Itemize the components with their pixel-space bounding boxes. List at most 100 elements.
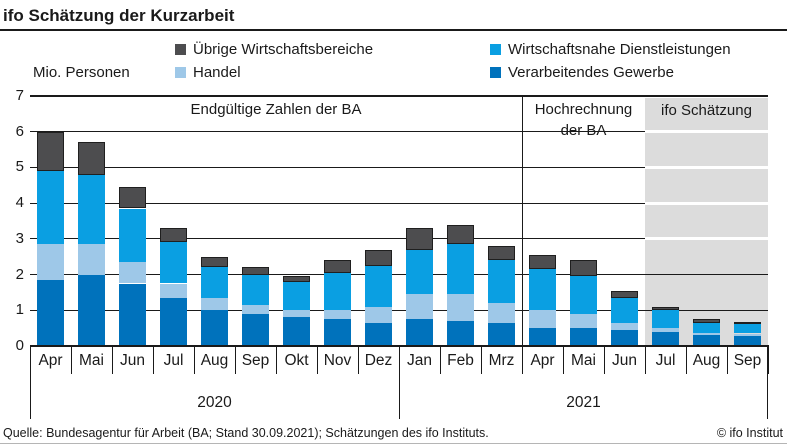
bar-segment-verarbeitendes-gewerbe: [78, 274, 105, 346]
bar-segment-verarbeitendes-gewerbe: [160, 297, 187, 346]
legend-swatch-handel: [175, 66, 186, 78]
shaded-band-gridline-gap: [645, 201, 768, 205]
y-axis-tick-label: 4: [15, 194, 24, 212]
month-tick: [111, 346, 113, 374]
bar-segment-handel: [78, 244, 105, 275]
bar-segment-handel: [488, 303, 515, 323]
x-axis-month-label: Mai: [79, 352, 104, 369]
bar-segment--brige-wirtschaftsbereiche: [529, 254, 556, 270]
legend-label: Wirtschaftsnahe Dienstleistungen: [508, 40, 731, 58]
x-axis-month-label: Feb: [447, 352, 474, 369]
bar-segment-wirtschaftsnahe-dienstleistungen: [365, 265, 392, 307]
legend-swatch-gewerbe: [490, 66, 501, 78]
bar-segment-verarbeitendes-gewerbe: [570, 328, 597, 346]
bar-segment--brige-wirtschaftsbereiche: [488, 246, 515, 261]
y-axis-tick-label: 0: [15, 337, 24, 354]
legend-swatch-dienstleistungen: [490, 43, 501, 55]
bar-segment-wirtschaftsnahe-dienstleistungen: [406, 249, 433, 295]
month-tick: [439, 346, 441, 374]
x-axis-month-label: Mrz: [488, 352, 515, 369]
bar-segment-wirtschaftsnahe-dienstleistungen: [283, 281, 310, 311]
bar-segment--brige-wirtschaftsbereiche: [693, 319, 720, 323]
x-axis-month-label: Aug: [692, 352, 721, 369]
bar-segment-wirtschaftsnahe-dienstleistungen: [37, 171, 64, 245]
x-axis-month-label: Jun: [120, 352, 145, 369]
month-tick: [152, 346, 154, 374]
x-axis-month-label: Nov: [323, 352, 352, 369]
bar-segment--brige-wirtschaftsbereiche: [37, 131, 64, 171]
bar-segment-wirtschaftsnahe-dienstleistungen: [160, 242, 187, 284]
bar-segment-wirtschaftsnahe-dienstleistungen: [78, 174, 105, 245]
bar-segment-verarbeitendes-gewerbe: [365, 322, 392, 346]
x-axis-baseline: [30, 345, 769, 347]
bar-segment-handel: [447, 294, 474, 321]
y-axis-tick-label: 3: [15, 229, 24, 247]
month-tick: [234, 346, 236, 374]
bar-segment--brige-wirtschaftsbereiche: [283, 276, 310, 282]
bar-segment-handel: [734, 333, 761, 336]
year-tick: [767, 346, 768, 419]
bar-segment-verarbeitendes-gewerbe: [529, 328, 556, 346]
month-tick: [685, 346, 687, 374]
month-tick: [70, 346, 72, 374]
y-axis-unit-label: Mio. Personen: [33, 64, 130, 81]
bar-segment-wirtschaftsnahe-dienstleistungen: [447, 244, 474, 295]
bar-segment-verarbeitendes-gewerbe: [119, 283, 146, 346]
bar-segment-verarbeitendes-gewerbe: [283, 317, 310, 346]
bar-segment-handel: [406, 294, 433, 320]
bar-segment-verarbeitendes-gewerbe: [447, 321, 474, 346]
bar-segment--brige-wirtschaftsbereiche: [406, 228, 433, 250]
x-axis-month-label: Apr: [38, 352, 63, 369]
bar-segment-wirtschaftsnahe-dienstleistungen: [488, 260, 515, 304]
legend-item-gewerbe: Verarbeitendes Gewerbe: [490, 63, 674, 81]
year-tick: [398, 346, 400, 419]
y-axis-tick-label: 5: [15, 158, 24, 176]
bar-segment--brige-wirtschaftsbereiche: [652, 306, 679, 311]
title-rule: [0, 29, 787, 31]
bar-segment--brige-wirtschaftsbereiche: [611, 290, 638, 298]
y-axis-tick-label: 1: [15, 301, 24, 319]
bar-segment-handel: [365, 306, 392, 323]
page-title: ifo Schätzung der Kurzarbeit: [3, 6, 235, 25]
bar-segment-handel: [201, 297, 228, 311]
legend-label: Verarbeitendes Gewerbe: [508, 63, 674, 81]
bar-segment-wirtschaftsnahe-dienstleistungen: [652, 310, 679, 329]
region-label-extrapolation: Hochrechnung der BA: [522, 99, 645, 141]
x-axis-month-label: Apr: [530, 352, 555, 369]
bar-segment-wirtschaftsnahe-dienstleistungen: [693, 322, 720, 333]
bar-segment-handel: [324, 310, 351, 320]
bar-segment--brige-wirtschaftsbereiche: [365, 249, 392, 266]
x-axis-year-label: 2020: [197, 394, 232, 411]
bar-segment-handel: [570, 313, 597, 329]
month-tick: [480, 346, 482, 374]
plot-top-border: [30, 95, 768, 97]
gridline: [30, 131, 645, 133]
gridline: [30, 309, 768, 311]
bar-segment--brige-wirtschaftsbereiche: [201, 256, 228, 268]
y-axis-tick-label: 6: [15, 122, 24, 140]
bar-segment-verarbeitendes-gewerbe: [488, 322, 515, 346]
bar-segment-verarbeitendes-gewerbe: [693, 335, 720, 346]
shaded-band-gridline-gap: [645, 165, 768, 169]
bar-segment-wirtschaftsnahe-dienstleistungen: [119, 208, 146, 263]
bar-segment--brige-wirtschaftsbereiche: [119, 187, 146, 209]
x-axis-month-label: Jan: [407, 352, 432, 369]
bar-segment-wirtschaftsnahe-dienstleistungen: [324, 272, 351, 311]
bar-segment--brige-wirtschaftsbereiche: [570, 260, 597, 277]
month-tick: [562, 346, 564, 374]
month-tick: [275, 346, 277, 374]
year-tick: [29, 346, 31, 419]
legend-item-handel: Handel: [175, 63, 241, 81]
estimate-shaded-band: [645, 98, 768, 346]
bar-segment-verarbeitendes-gewerbe: [734, 336, 761, 346]
bar-segment-verarbeitendes-gewerbe: [201, 310, 228, 346]
month-tick: [644, 346, 646, 374]
bar-segment-handel: [37, 244, 64, 280]
gridline: [30, 202, 645, 204]
bar-segment--brige-wirtschaftsbereiche: [324, 260, 351, 273]
bar-segment-verarbeitendes-gewerbe: [652, 331, 679, 346]
bar-segment--brige-wirtschaftsbereiche: [447, 224, 474, 245]
bar-segment-wirtschaftsnahe-dienstleistungen: [242, 274, 269, 305]
region-label-final-figures: Endgültige Zahlen der BA: [190, 101, 362, 118]
bar-segment-wirtschaftsnahe-dienstleistungen: [611, 297, 638, 323]
